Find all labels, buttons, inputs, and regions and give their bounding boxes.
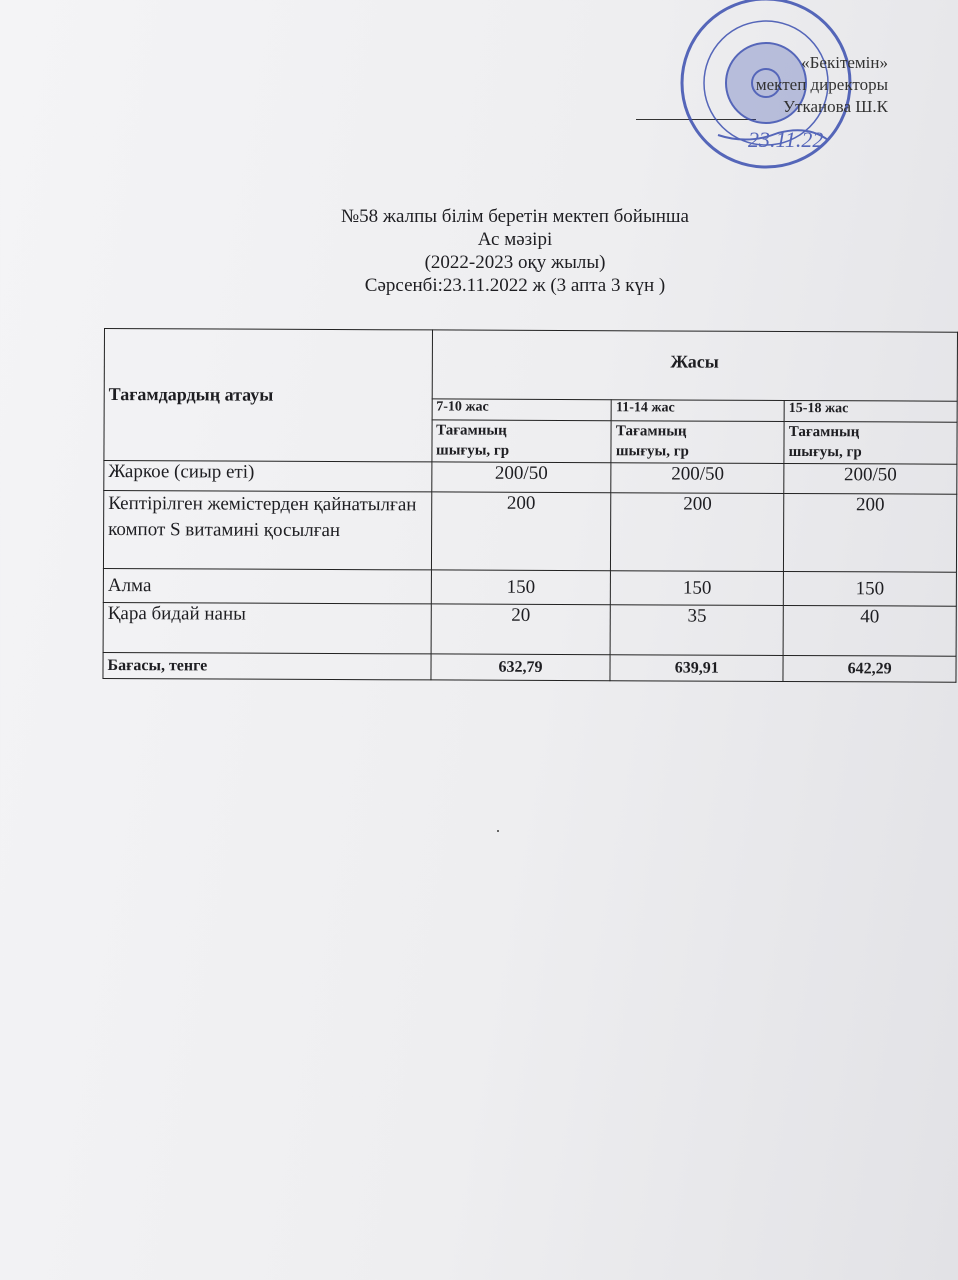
header-dish-name: Тағамдардың атауы (103, 328, 433, 462)
header-yield-2: Тағамның шығуы, гр (611, 420, 785, 464)
price-row: Бағасы, тенге 632,79 639,91 642,29 (102, 652, 957, 683)
dish-value: 200 (783, 493, 957, 573)
price-value: 639,91 (610, 654, 784, 682)
dish-value: 35 (610, 604, 784, 656)
dish-value: 40 (783, 605, 957, 657)
dish-value: 200/50 (431, 461, 612, 493)
menu-table: Тағамдардың атауы Жасы 7-10 жас 11-14 жа… (102, 328, 958, 683)
approval-name: Утканова Ш.К (783, 97, 888, 116)
title-school: №58 жалпы білім беретін мектеп бойынша (341, 206, 689, 227)
title-menu: Ас мәзірі (477, 229, 553, 250)
table-row: Қара бидай наны 20 35 40 (103, 602, 957, 657)
paper-speck (497, 830, 499, 832)
signature-line (636, 119, 756, 120)
approval-position: мектеп директоры (755, 75, 888, 94)
header-age-2: 11-14 жас (611, 399, 785, 422)
dish-value: 200/50 (611, 462, 785, 494)
dish-value: 150 (430, 569, 611, 605)
dish-value: 150 (610, 570, 784, 606)
price-value: 642,29 (783, 655, 957, 683)
dish-name: Кептірілген жемістерден қайнатылған комп… (103, 490, 432, 570)
dish-value: 200/50 (783, 463, 957, 495)
dish-value: 20 (430, 603, 611, 655)
header-yield-3: Тағамның шығуы, гр (784, 421, 958, 465)
table-row: Алма 150 150 150 (103, 568, 957, 607)
header-yield-1: Тағамның шығуы, гр (431, 419, 612, 463)
table-row: Кептірілген жемістерден қайнатылған комп… (103, 490, 957, 573)
dish-name: Қара бидай наны (103, 602, 431, 654)
dish-value: 200 (610, 492, 784, 572)
price-value: 632,79 (430, 653, 611, 681)
title-date: Сәрсенбі:23.11.2022 ж (3 апта 3 күн ) (364, 275, 666, 296)
header-age: Жасы (431, 329, 958, 402)
approval-title: «Бекітемін» (801, 53, 888, 72)
dish-value: 150 (783, 571, 957, 607)
dish-value: 200 (431, 491, 612, 571)
table-row: Жаркое (сиыр еті) 200/50 200/50 200/50 (103, 460, 957, 495)
approval-block: «Бекітемін» мектеп директоры Утканова Ш.… (756, 52, 888, 118)
header-age-1: 7-10 жас (431, 398, 612, 421)
official-stamp: 23.11.22 (680, 0, 852, 169)
dish-name: Алма (103, 568, 432, 604)
dish-name: Жаркое (сиыр еті) (103, 460, 432, 492)
title-year: (2022-2023 оқу жылы) (424, 252, 606, 273)
document-title: №58 жалпы білім беретін мектеп бойынша А… (0, 205, 958, 297)
price-label: Бағасы, тенге (102, 652, 431, 680)
svg-text:23.11.22: 23.11.22 (748, 127, 823, 152)
header-age-3: 15-18 жас (784, 400, 958, 423)
